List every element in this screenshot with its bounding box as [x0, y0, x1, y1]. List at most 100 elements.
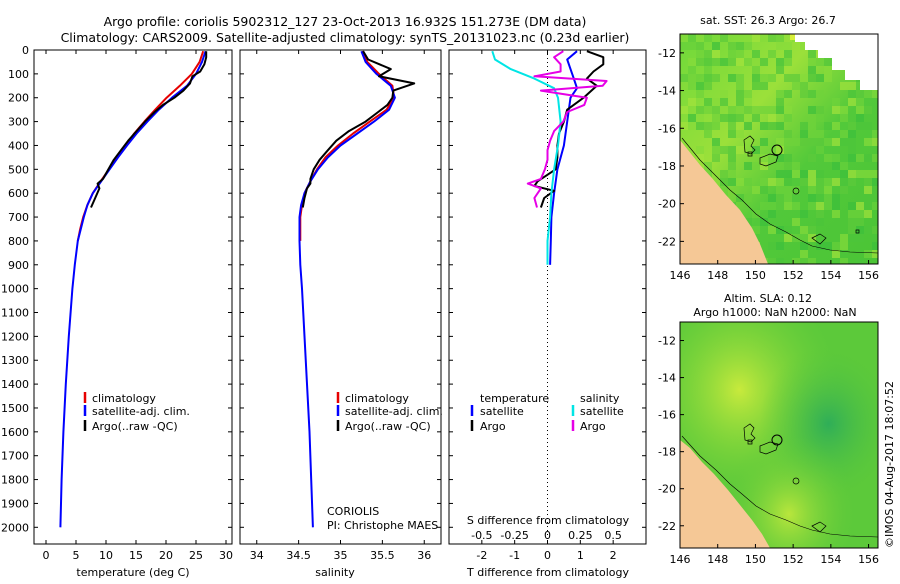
sst-pixel — [800, 138, 808, 146]
sst-pixel — [712, 122, 720, 130]
s-tick-label: 0.5 — [604, 529, 622, 542]
depth-tick-label: 500 — [8, 163, 29, 176]
sst-pixel — [744, 42, 752, 50]
sst-pixel — [696, 50, 704, 58]
sst-island-marker — [792, 187, 800, 195]
temperature-axes-frame — [33, 49, 233, 545]
sst-pixel — [800, 226, 808, 234]
x-tick-label: 15 — [129, 549, 143, 562]
sst-pixel — [784, 58, 792, 66]
sst-pixel — [832, 178, 840, 186]
x-tick-label: 5 — [73, 549, 80, 562]
sst-pixel — [824, 242, 832, 250]
sst-pixel — [808, 154, 816, 162]
sst-pixel — [704, 106, 712, 114]
sst-pixel — [736, 106, 744, 114]
x-tick-label: 34 — [250, 549, 264, 562]
sst-pixel — [736, 114, 744, 122]
map-x-tick-label: 150 — [745, 553, 766, 566]
sst-pixel — [824, 154, 832, 162]
sst-pixel — [808, 186, 816, 194]
sst-pixel — [848, 138, 856, 146]
depth-tick-label: 400 — [8, 139, 29, 152]
sst-pixel — [736, 130, 744, 138]
depth-tick-label: 0 — [22, 44, 29, 57]
sst-pixel — [704, 34, 712, 42]
sst-pixel — [800, 242, 808, 250]
sst-pixel — [816, 170, 824, 178]
sst-pixel — [856, 170, 864, 178]
sst-pixel — [792, 258, 800, 264]
sst-pixel — [808, 258, 816, 264]
sst-pixel — [704, 82, 712, 90]
legend-label-sal-argo: Argo — [580, 420, 606, 433]
temperature-series — [59, 50, 208, 528]
sst-pixel — [800, 258, 808, 264]
sst-pixel — [784, 138, 792, 146]
depth-tick-label: 2000 — [1, 521, 29, 534]
sst-pixel — [704, 50, 712, 58]
sst-pixel — [872, 234, 878, 242]
legend-label-sal-satellite: satellite — [580, 405, 624, 418]
sst-pixel — [712, 138, 720, 146]
sst-pixel — [712, 74, 720, 82]
legend-label-satellite: satellite-adj. clim. — [345, 405, 443, 418]
sst-pixel — [728, 74, 736, 82]
sst-pixel — [768, 242, 776, 250]
sst-pixel — [864, 210, 872, 218]
map-x-tick-label: 146 — [670, 269, 691, 282]
sst-pixel — [848, 218, 856, 226]
sla-reef-outline — [743, 423, 827, 533]
sst-pixel — [864, 154, 872, 162]
map-y-tick-label: -22 — [658, 235, 676, 248]
sst-pixel — [736, 98, 744, 106]
depth-tick-label: 600 — [8, 187, 29, 200]
map-y-tick-label: -12 — [658, 47, 676, 60]
sst-pixel — [760, 218, 768, 226]
sst-pixel — [776, 154, 784, 162]
sst-pixel — [816, 186, 824, 194]
x-tick-label: 10 — [99, 549, 113, 562]
sst-pixel — [840, 106, 848, 114]
sst-pixel — [792, 74, 800, 82]
sst-pixel — [776, 146, 784, 154]
sst-pixel — [776, 42, 784, 50]
sst-pixel — [824, 74, 832, 82]
sst-pixel — [872, 90, 878, 98]
sst-pixel — [808, 106, 816, 114]
sst-pixel — [768, 178, 776, 186]
sst-pixel — [744, 90, 752, 98]
sst-pixel — [808, 178, 816, 186]
sst-pixel — [712, 146, 720, 154]
sst-pixel — [776, 122, 784, 130]
sla-map-axes: 146 148 150 152 154 156 -12 -14 -16 -18 -20 -22 — [658, 335, 879, 566]
map-x-tick-label: 156 — [858, 269, 879, 282]
sst-pixel — [856, 90, 864, 98]
sst-pixel — [728, 122, 736, 130]
sst-pixel — [688, 66, 696, 74]
difference-panel: -2 -1 0 1 2 -0.5 -0.25 0 0.25 0.5 S difference fr… — [448, 49, 647, 579]
sst-pixel — [752, 114, 760, 122]
sst-map-title: sat. SST: 26.3 Argo: 26.7 — [700, 14, 836, 27]
sst-pixel — [720, 178, 728, 186]
sst-pixel — [720, 66, 728, 74]
sst-pixel — [856, 226, 864, 234]
sst-pixel — [704, 58, 712, 66]
sst-pixel — [744, 114, 752, 122]
map-y-tick-label: -20 — [658, 198, 676, 211]
sst-pixel — [688, 58, 696, 66]
depth-tick-label: 1400 — [1, 378, 29, 391]
sst-pixel — [848, 234, 856, 242]
sst-pixel — [848, 82, 856, 90]
sst-pixel — [816, 202, 824, 210]
sst-pixel — [720, 90, 728, 98]
legend-label-climatology: climatology — [345, 392, 409, 405]
t-difference-label: T difference from climatology — [466, 566, 629, 579]
map-y-tick-label: -14 — [658, 372, 676, 385]
sst-pixel — [848, 202, 856, 210]
sst-float-location — [771, 144, 783, 156]
series-line-temperature-satellite — [549, 50, 578, 265]
sst-pixel — [728, 130, 736, 138]
sst-pixel — [816, 178, 824, 186]
salinity-legend: climatology satellite-adj. clim. Argo(..… — [336, 392, 443, 433]
